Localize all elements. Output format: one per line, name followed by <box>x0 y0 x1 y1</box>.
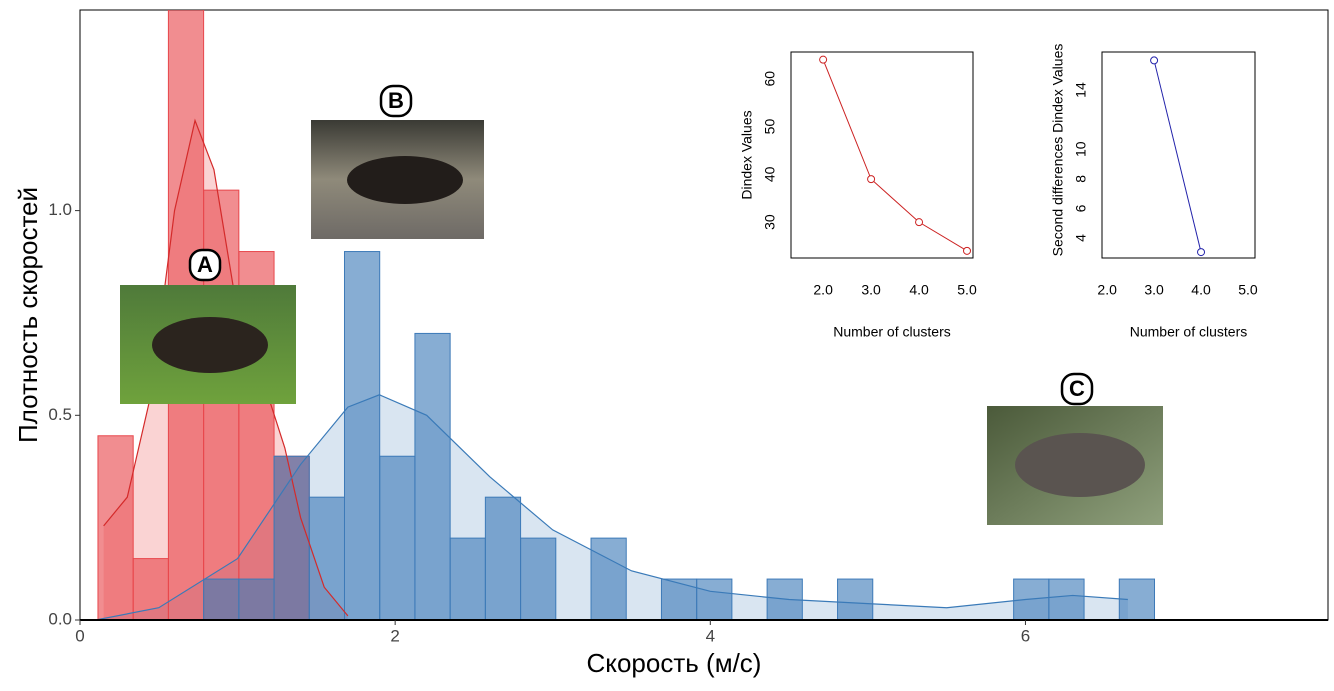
x-axis-label: Number of clusters <box>1130 324 1247 340</box>
histogram-bar <box>1048 578 1085 620</box>
point <box>819 55 828 64</box>
x-tick-label: 2.0 <box>1097 282 1117 298</box>
point <box>1150 56 1159 65</box>
x-tick-label: 4.0 <box>1191 282 1211 298</box>
x-tick-label: 4.0 <box>909 282 929 298</box>
y-tick-label: 30 <box>762 214 778 230</box>
point <box>915 218 924 227</box>
y-tick-label: 50 <box>762 119 778 135</box>
photo-c <box>987 406 1163 525</box>
histogram-bar <box>343 251 381 620</box>
y-tick-label: 0.5 <box>48 405 72 424</box>
histogram-bar <box>132 558 169 620</box>
point <box>1197 248 1206 257</box>
x-tick-label: 2.0 <box>813 282 833 298</box>
photo-b <box>311 120 484 239</box>
x-tick-label: 5.0 <box>957 282 977 298</box>
annotation-badge <box>379 84 413 118</box>
histogram-bar <box>414 332 451 620</box>
x-tick-label: 6 <box>1021 626 1030 645</box>
histogram-bar <box>238 578 275 620</box>
inset-frame <box>790 51 974 259</box>
y-tick-label: 40 <box>762 166 778 182</box>
histogram-bar <box>203 578 240 620</box>
point <box>867 175 876 184</box>
y-tick-label: 14 <box>1073 82 1089 98</box>
density-line <box>103 118 349 617</box>
histogram-bar <box>484 496 522 620</box>
histogram-bar <box>379 455 416 620</box>
y-tick-label: 1.0 <box>48 200 72 219</box>
annotation-label: B <box>388 88 404 113</box>
histogram-bar <box>97 435 134 620</box>
y-tick-label: 60 <box>762 71 778 87</box>
histogram-bar <box>449 537 486 620</box>
y-tick-label: 4 <box>1073 234 1089 242</box>
annotation-badge <box>1060 372 1094 406</box>
histogram-bar <box>696 578 733 620</box>
histogram-bar <box>837 578 874 620</box>
annotation-label: C <box>1069 376 1085 401</box>
x-tick-label: 3.0 <box>861 282 881 298</box>
x-tick-label: 4 <box>706 626 715 645</box>
density-line <box>95 394 1128 620</box>
point <box>963 246 972 255</box>
histogram-bar <box>520 537 557 620</box>
x-axis-label: Скорость (м/с) <box>587 648 762 678</box>
line <box>1153 60 1202 253</box>
inset-frame <box>1101 51 1256 259</box>
y-tick-label: 8 <box>1073 175 1089 183</box>
y-axis-label: Dindex Values <box>739 110 755 199</box>
x-axis-label: Number of clusters <box>833 324 950 340</box>
y-tick-label: 10 <box>1073 141 1089 157</box>
annotation-badge <box>188 248 222 282</box>
y-axis-label: Second differences Dindex Values <box>1050 44 1066 257</box>
y-axis-label: Плотность скоростей <box>13 187 43 443</box>
x-tick-label: 2 <box>390 626 399 645</box>
histogram-bar <box>590 537 627 620</box>
y-tick-label: 0.0 <box>48 609 72 628</box>
x-tick-label: 3.0 <box>1144 282 1164 298</box>
histogram-bar <box>273 455 310 620</box>
photo-a <box>120 285 296 404</box>
x-tick-label: 5.0 <box>1238 282 1258 298</box>
line <box>822 59 968 252</box>
annotation-label: A <box>197 252 213 277</box>
histogram-bar <box>660 578 698 620</box>
x-tick-label: 0 <box>75 626 84 645</box>
y-tick-label: 6 <box>1073 204 1089 212</box>
